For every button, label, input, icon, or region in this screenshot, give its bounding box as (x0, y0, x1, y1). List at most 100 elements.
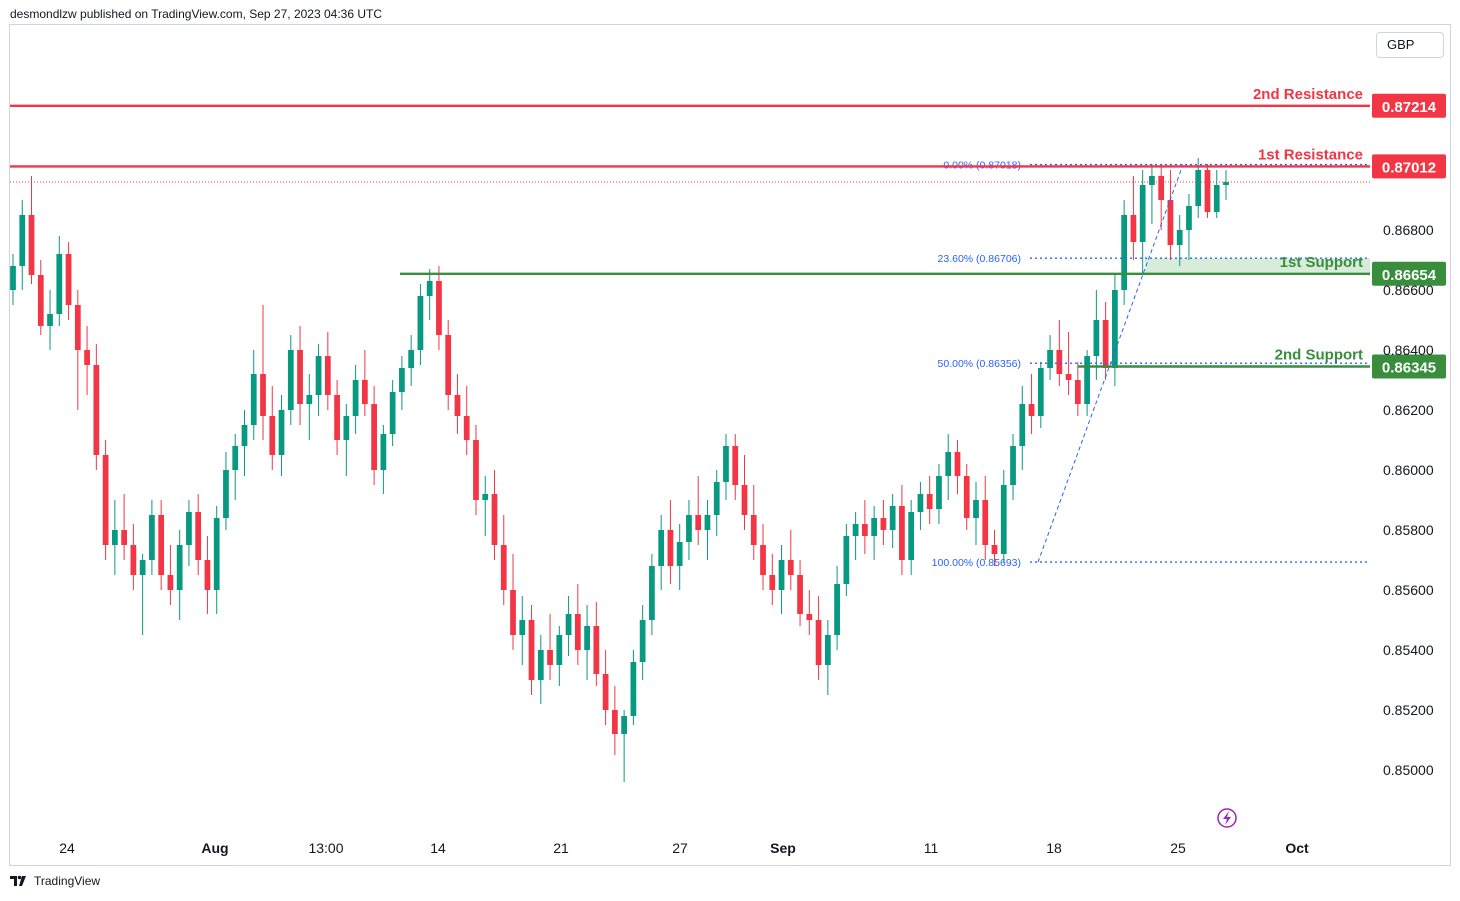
candle-body (574, 614, 581, 650)
candle (806, 590, 813, 635)
candle-body (167, 575, 174, 590)
candle (519, 596, 526, 665)
candle-body (482, 494, 489, 500)
lightning-icon[interactable] (1217, 808, 1237, 828)
y-tick-label: 0.86000 (1383, 462, 1434, 478)
candle (695, 476, 702, 545)
candle-body (667, 530, 674, 566)
candle-body (889, 506, 896, 530)
candle-body (1204, 170, 1211, 212)
candle-body (454, 395, 461, 416)
candle-body (56, 254, 63, 314)
candle (797, 560, 803, 626)
x-tick-label: 14 (430, 840, 446, 856)
candle (482, 476, 489, 536)
candle-body (1139, 185, 1146, 242)
candle (1213, 170, 1220, 218)
candle-body (399, 368, 405, 392)
candle (84, 326, 90, 395)
level-price-label: 0.86654 (1382, 267, 1437, 284)
candle (658, 515, 665, 590)
tradingview-logo-icon[interactable] (10, 875, 30, 887)
candle (491, 470, 498, 560)
candle (361, 350, 368, 416)
candle-body (760, 545, 766, 575)
candle (528, 605, 535, 695)
candle (454, 374, 461, 434)
support-zone (1145, 258, 1370, 274)
candle-body (834, 584, 840, 635)
candle-body (102, 455, 109, 545)
currency-selector[interactable]: GBP (1376, 32, 1444, 58)
candle (686, 500, 692, 560)
candle-body (324, 356, 331, 395)
candle-body (232, 446, 239, 470)
candle-body (445, 335, 452, 395)
candle-body (584, 626, 590, 650)
candle (852, 512, 859, 560)
candle-body (1223, 182, 1229, 185)
candle (19, 200, 26, 290)
candle-body (862, 524, 868, 536)
candle (1102, 302, 1109, 380)
y-tick-label: 0.86400 (1383, 342, 1434, 358)
candle (1019, 386, 1026, 470)
candle (778, 545, 785, 614)
candle-body (1037, 368, 1044, 416)
candle (445, 320, 452, 410)
candle (417, 284, 424, 365)
candle (408, 335, 415, 386)
candle-body (84, 350, 90, 365)
candle (130, 524, 137, 590)
candle-body (852, 524, 859, 536)
candle (824, 620, 831, 695)
candle-body (908, 512, 915, 560)
candle-body (74, 305, 81, 350)
candle (611, 686, 618, 755)
candle (1121, 200, 1128, 305)
candle (732, 434, 739, 500)
x-tick-label: 18 (1046, 840, 1062, 856)
candle-body (204, 560, 211, 590)
candle-body (250, 374, 257, 425)
candle-body (315, 356, 322, 395)
candle (926, 476, 933, 524)
candle (574, 584, 581, 665)
candle-body (10, 266, 16, 290)
candle-body (297, 350, 303, 404)
candle (463, 386, 470, 455)
candle-body (1130, 215, 1137, 242)
candle-body (436, 281, 442, 335)
candle-body (593, 626, 600, 674)
candle (250, 350, 257, 440)
level-price-label: 0.86345 (1382, 360, 1436, 377)
fib-level-label: 23.60% (0.86706) (938, 253, 1021, 265)
y-tick-label: 0.86800 (1383, 222, 1434, 238)
candle (65, 242, 72, 320)
candle-body (695, 515, 702, 530)
candle-body (602, 674, 609, 710)
candle (1112, 275, 1118, 386)
candle (954, 440, 961, 494)
x-tick-label: 25 (1170, 840, 1186, 856)
candle-body (121, 530, 127, 545)
candle-body (269, 416, 276, 455)
candle-body (639, 620, 646, 662)
candle (47, 290, 53, 350)
candle (436, 266, 442, 350)
candle-body (871, 518, 878, 536)
candle (56, 236, 63, 326)
candle (649, 554, 655, 635)
candle (815, 596, 822, 680)
candle-body (195, 512, 202, 560)
candle-body (973, 500, 979, 518)
candle (1139, 170, 1146, 275)
candle (880, 500, 887, 545)
candle (102, 440, 109, 560)
candle (260, 305, 266, 440)
candle-body (1093, 320, 1100, 356)
level-price-badge (1372, 93, 1446, 118)
candle (834, 566, 840, 650)
candle (278, 395, 285, 476)
